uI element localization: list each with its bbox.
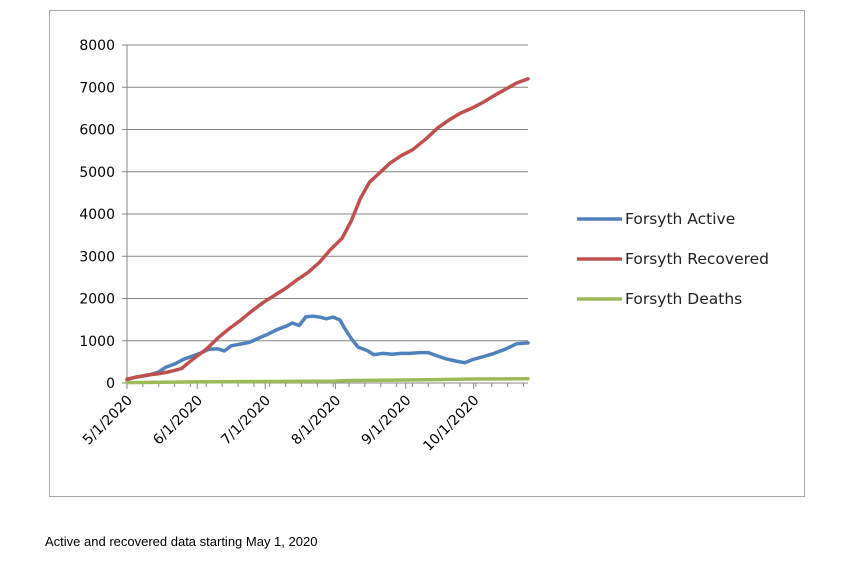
- y-tick-label: 1000: [79, 334, 115, 350]
- series-line-forsyth-active: [125, 314, 530, 382]
- x-tick-label: 8/1/2020: [288, 393, 344, 449]
- y-tick-label: 7000: [79, 80, 115, 96]
- x-tick-label: 6/1/2020: [150, 393, 206, 449]
- legend: Forsyth Active Forsyth Recovered Forsyth D…: [577, 210, 769, 308]
- x-tick-label: 9/1/2020: [359, 393, 415, 449]
- series-line-forsyth-recovered: [125, 77, 530, 381]
- legend-label: Forsyth Recovered: [625, 250, 769, 268]
- y-tick-label: 3000: [79, 249, 115, 265]
- series-lines: [125, 77, 530, 385]
- y-tick-label: 8000: [79, 38, 115, 54]
- figure-caption: Active and recovered data starting May 1…: [45, 534, 318, 549]
- y-tick-label: 2000: [79, 292, 115, 308]
- y-tick-label: 6000: [79, 123, 115, 139]
- x-tick-label: 7/1/2020: [218, 393, 274, 449]
- legend-label: Forsyth Active: [625, 210, 735, 228]
- x-tick-label: 10/1/2020: [420, 393, 482, 455]
- series-line-forsyth-deaths: [125, 377, 530, 385]
- y-tick-label: 4000: [79, 207, 115, 223]
- y-tick-label: 5000: [79, 165, 115, 181]
- x-tick-labels: 5/1/2020 6/1/2020 7/1/2020 8/1/2020 9/1/2020…: [80, 393, 482, 455]
- y-tick-labels: 0 1000 2000 3000 4000 5000 6000 7000 8000: [79, 38, 115, 392]
- y-tick-label: 0: [106, 376, 115, 392]
- grid-lines: [127, 44, 528, 342]
- legend-label: Forsyth Deaths: [625, 290, 742, 308]
- axes: [122, 44, 528, 389]
- chart-frame: [49, 10, 805, 497]
- x-tick-label: 5/1/2020: [80, 393, 136, 449]
